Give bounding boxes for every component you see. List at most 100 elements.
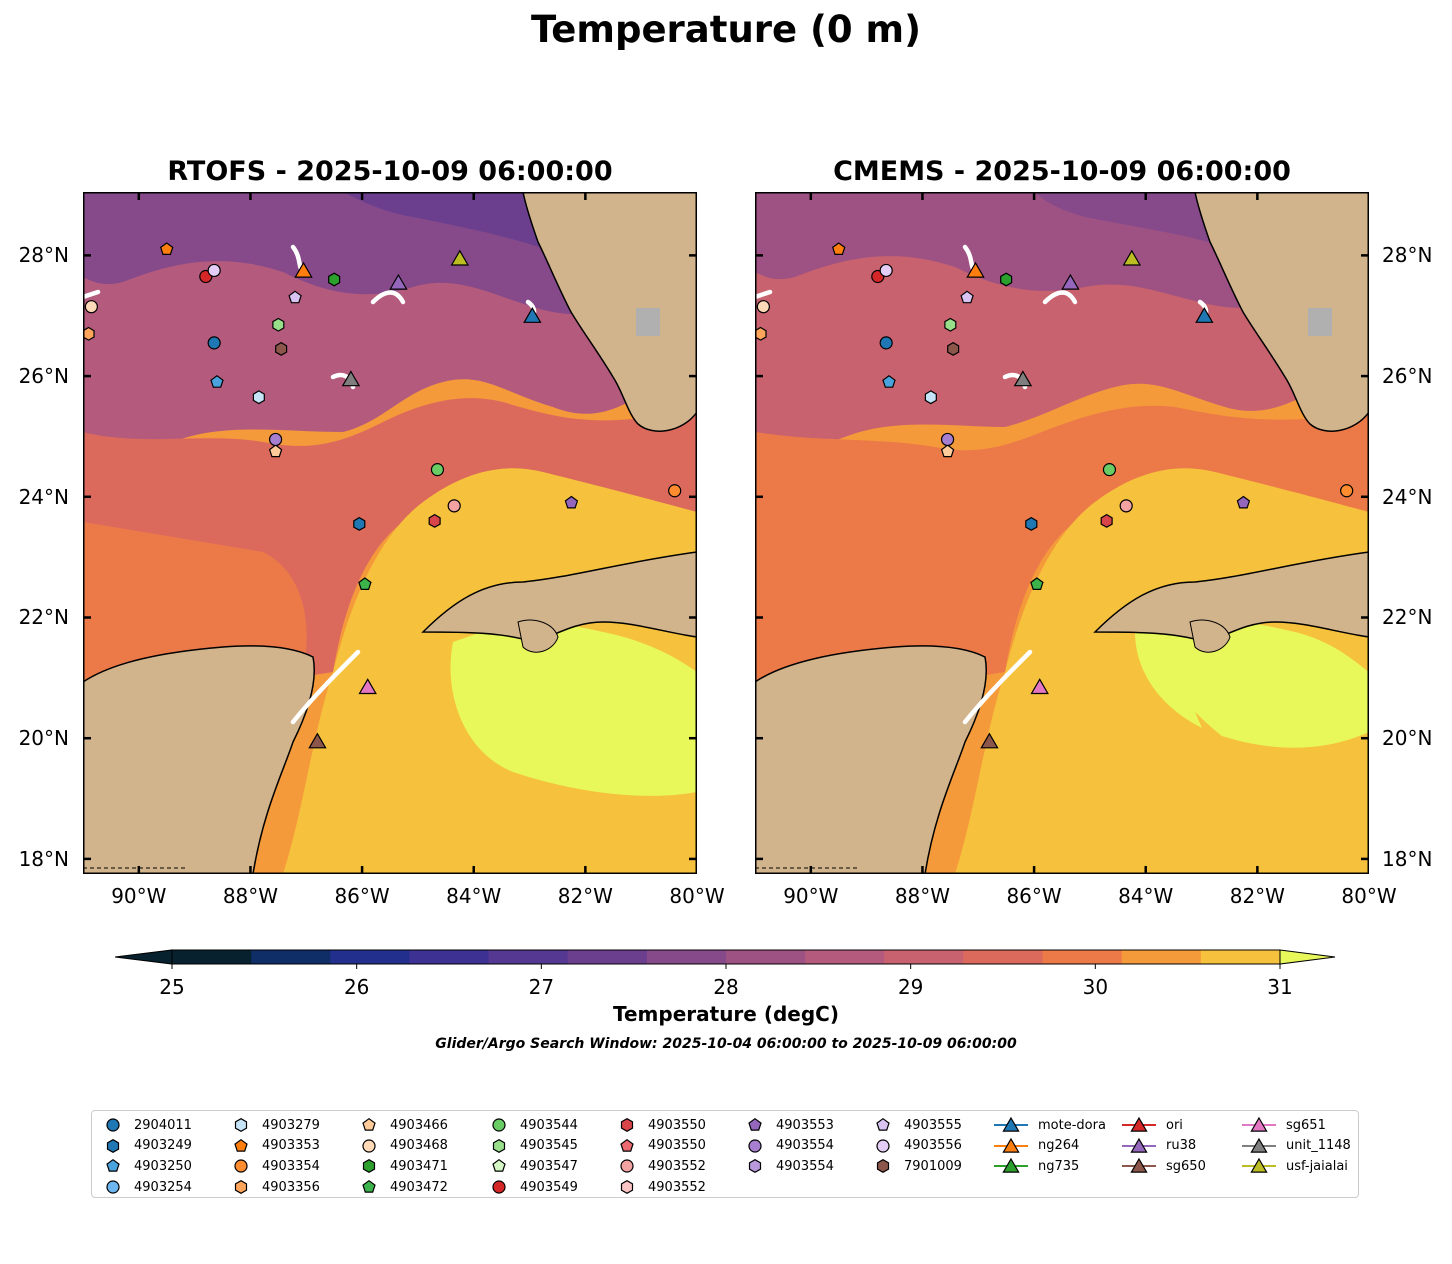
marker-ru38 <box>389 273 408 290</box>
marker-4903249 <box>353 516 366 531</box>
legend-label: ng735 <box>1038 1158 1080 1174</box>
marker-4903279 <box>252 390 265 405</box>
marker-4903468 <box>84 300 98 314</box>
circle-marker-icon <box>492 1118 506 1132</box>
marker-4903555 <box>288 290 302 304</box>
lon-tick: 80°W <box>669 884 725 908</box>
lat-tick-left: 28°N <box>18 243 69 268</box>
colorbar-segment <box>646 950 727 964</box>
legend-item: 4903471 <box>358 1156 448 1177</box>
legend-item: 4903250 <box>102 1156 192 1177</box>
colorbar-tick-label: 26 <box>344 975 369 999</box>
marker-4903353 <box>159 242 174 256</box>
hexagon-marker-icon <box>492 1138 506 1153</box>
triangle-marker-icon <box>1242 1117 1276 1132</box>
marker-ng264 <box>294 261 313 278</box>
marker-4903353 <box>831 242 846 256</box>
colorbar-extend-low <box>115 949 173 965</box>
legend-label: 4903556 <box>904 1138 962 1154</box>
marker-4903279 <box>924 390 937 405</box>
marker-4903250 <box>882 375 896 388</box>
legend-label: 4903249 <box>134 1138 192 1154</box>
marker-4903472 <box>1030 577 1044 590</box>
glider-track-west <box>755 289 773 300</box>
rtofs-map-panel <box>83 192 697 874</box>
colorbar-segment <box>409 950 490 964</box>
marker-4903545 <box>944 317 957 332</box>
colorbar-segment <box>1200 950 1281 964</box>
isotherm-30-5b <box>1195 712 1369 874</box>
legend-item: 4903545 <box>488 1136 578 1157</box>
legend-item: 4903552 <box>616 1177 706 1198</box>
triangle-marker-icon <box>1122 1158 1156 1174</box>
hexagon-marker-icon <box>620 1180 634 1195</box>
legend-label: 4903549 <box>520 1179 578 1195</box>
colorbar-segment <box>251 950 331 964</box>
legend-label: 4903353 <box>262 1138 320 1154</box>
marker-sg651 <box>358 678 377 695</box>
yucatan-land <box>83 645 316 874</box>
legend-item: 4903279 <box>230 1115 320 1136</box>
marker-4903553 <box>1236 495 1251 509</box>
circle-marker-icon <box>234 1159 248 1174</box>
marker-4903554 <box>268 432 283 447</box>
search-window-text: Glider/Argo Search Window: 2025-10-04 06… <box>435 1036 1017 1052</box>
observation-markers <box>755 242 1354 749</box>
legend: 2904011 4903249 4903250 4903254 4903279 49033… <box>91 1110 1359 1198</box>
legend-label: 4903472 <box>390 1179 448 1195</box>
marker-sg650 <box>308 732 327 749</box>
colorbar-segment <box>172 950 252 964</box>
lat-tick-left: 20°N <box>18 726 69 751</box>
marker-4903552 <box>447 499 461 513</box>
legend-column: sg651 unit_1148 usf-jaialai <box>1242 1115 1351 1177</box>
marker-4903550 <box>428 513 441 528</box>
legend-label: 4903279 <box>262 1117 320 1133</box>
colorbar-tick-label: 30 <box>1083 975 1108 999</box>
lat-tick-right: 28°N <box>1382 243 1433 268</box>
triangle-marker-icon <box>1122 1137 1156 1153</box>
legend-column: 4903279 4903353 4903354 4903356 <box>230 1115 320 1197</box>
pentagon-marker-icon <box>620 1138 634 1152</box>
legend-label: 4903547 <box>520 1158 578 1174</box>
marker-usf-jaialai <box>1122 249 1142 266</box>
glider-track-sg650 <box>290 649 361 725</box>
hexagon-marker-icon <box>748 1159 762 1174</box>
legend-label: 4903554 <box>776 1158 834 1174</box>
legend-column: 4903544 4903545 4903547 4903549 <box>488 1115 578 1197</box>
legend-item: 4903472 <box>358 1177 448 1198</box>
colorbar-segment <box>330 950 410 964</box>
lon-tick: 88°W <box>222 884 279 908</box>
marker-2904011 <box>879 336 893 350</box>
legend-item: 4903555 <box>872 1115 962 1136</box>
marker-4903356 <box>83 326 95 341</box>
isla-juventud <box>1189 619 1231 653</box>
rtofs-map-title: RTOFS - 2025-10-09 06:00:00 <box>167 156 613 187</box>
legend-item: 4903468 <box>358 1136 448 1157</box>
lat-tick-left: 18°N <box>18 846 69 871</box>
legend-label: ori <box>1166 1117 1183 1133</box>
legend-item: 4903552 <box>616 1156 706 1177</box>
circle-marker-icon <box>876 1139 890 1153</box>
legend-item: 4903554 <box>744 1156 834 1177</box>
hexagon-marker-icon <box>234 1118 248 1133</box>
legend-item: 4903254 <box>102 1177 192 1198</box>
lat-tick-right: 24°N <box>1382 484 1433 509</box>
triangle-marker-icon <box>1242 1137 1276 1153</box>
marker-sg651 <box>1030 678 1049 695</box>
colorbar-segment <box>488 950 569 964</box>
legend-item: sg650 <box>1122 1156 1206 1177</box>
triangle-marker-icon <box>994 1158 1028 1174</box>
legend-item: 4903554 <box>744 1136 834 1157</box>
marker-4903545 <box>272 317 285 332</box>
hexagon-marker-icon <box>106 1138 120 1153</box>
legend-item: usf-jaialai <box>1242 1156 1351 1177</box>
triangle-marker-icon <box>1122 1117 1156 1132</box>
lon-tick: 86°W <box>334 884 390 908</box>
marker-unit_1148 <box>341 370 361 387</box>
legend-label: 4903356 <box>262 1179 320 1195</box>
colorbar-segment <box>884 950 964 964</box>
hexagon-marker-icon <box>234 1180 248 1195</box>
observation-markers <box>83 242 682 749</box>
marker-4903553 <box>564 495 579 509</box>
lat-tick-right: 18°N <box>1382 846 1433 871</box>
